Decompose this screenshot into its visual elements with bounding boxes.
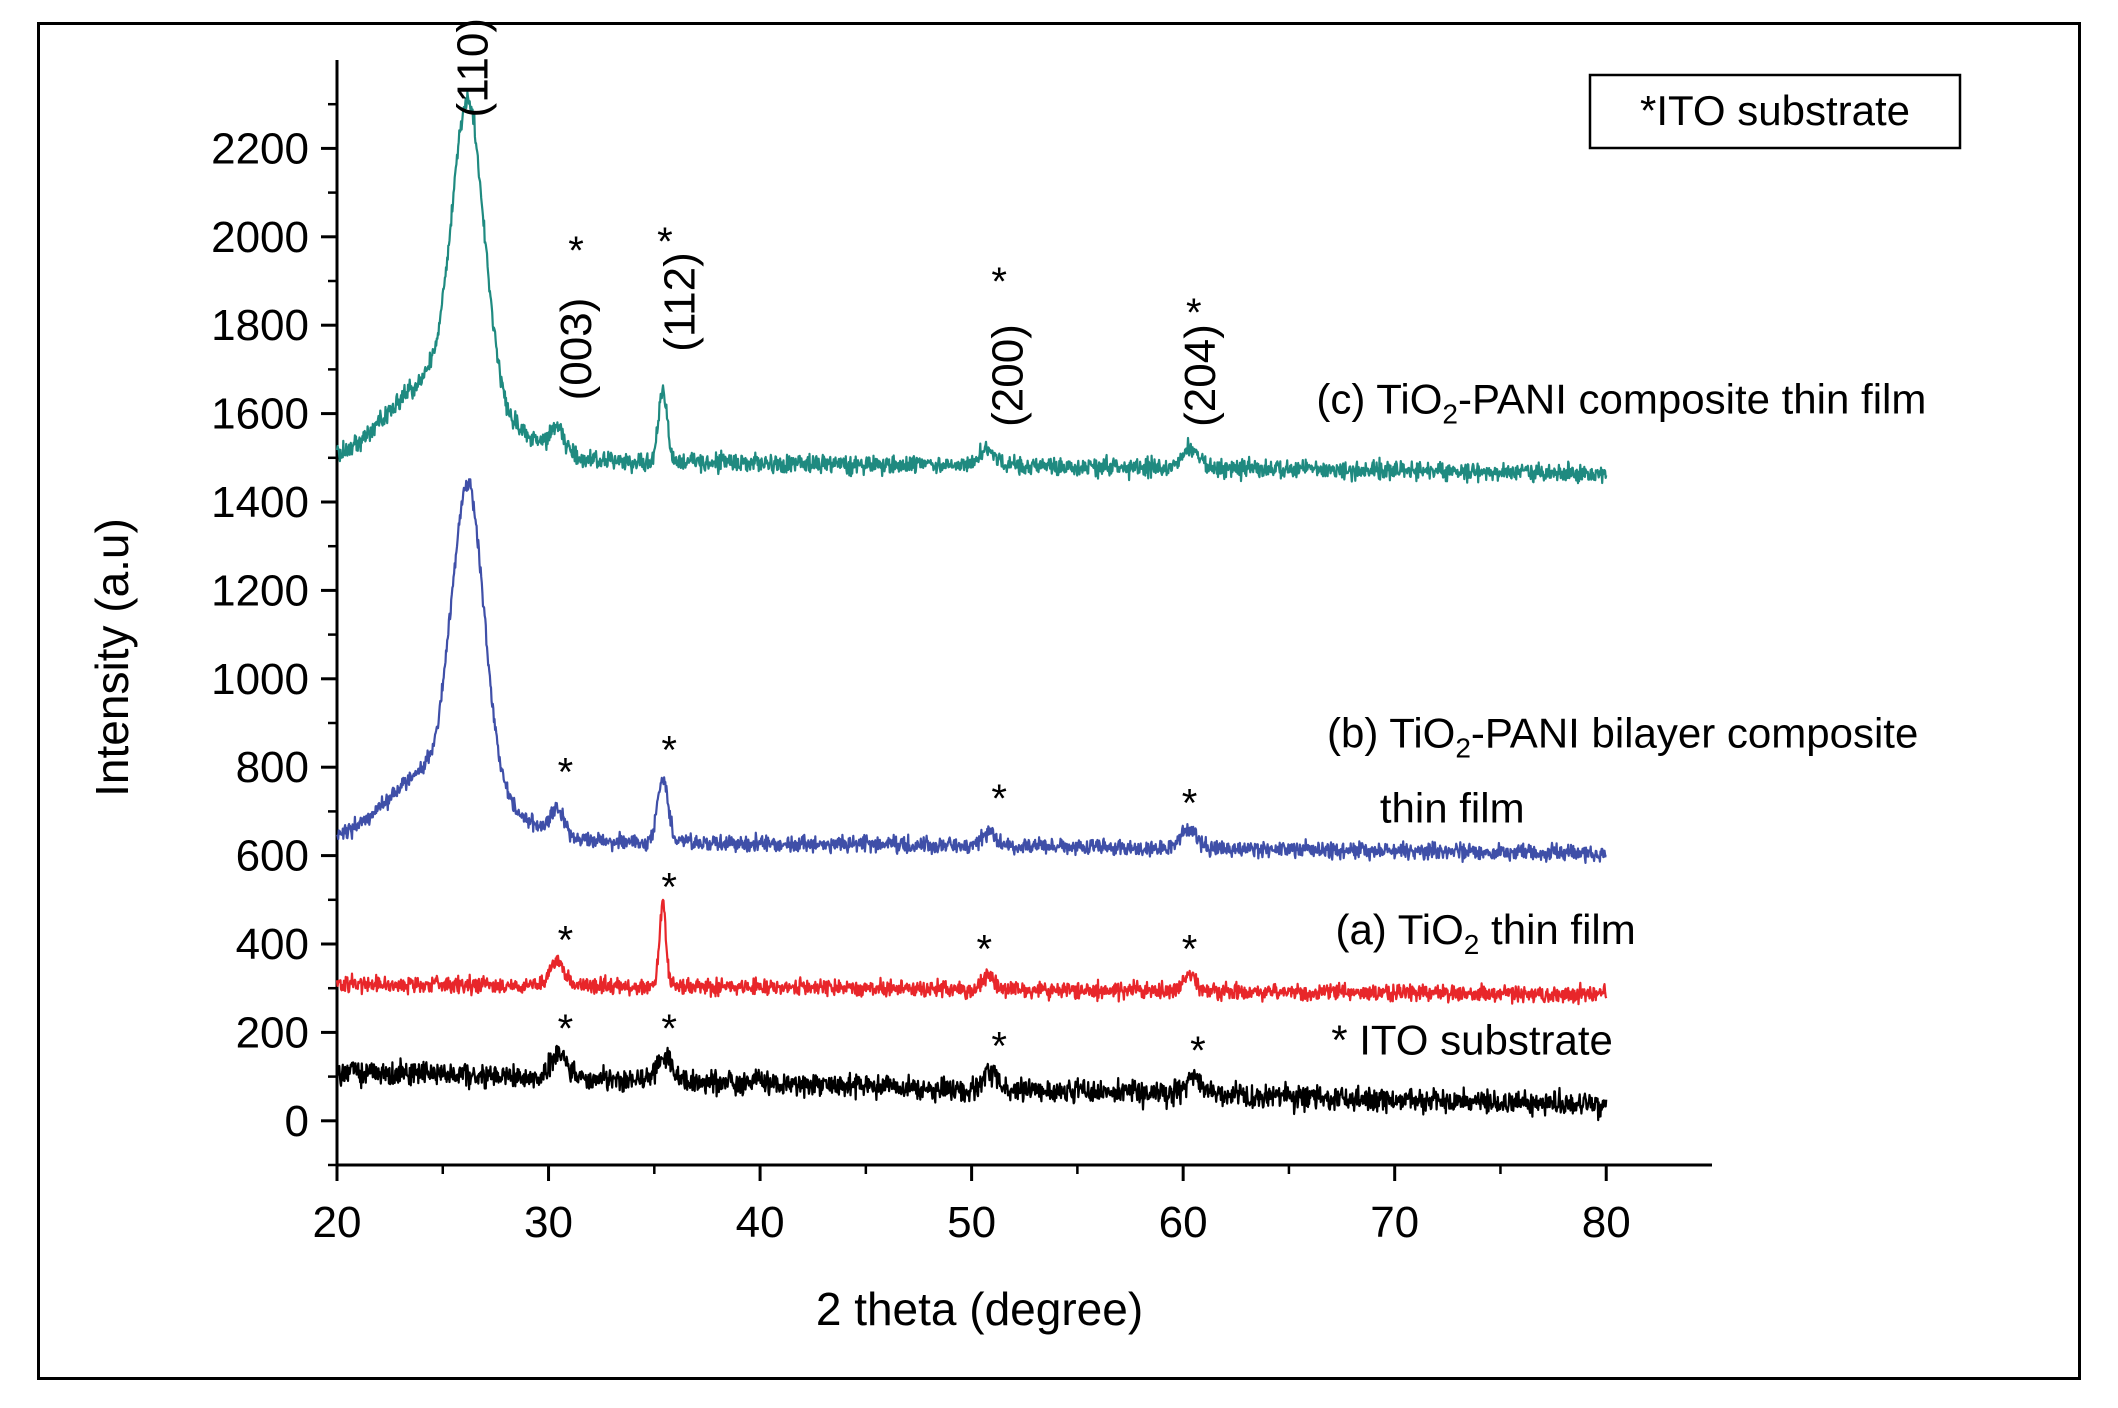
peak-marker: *	[568, 229, 584, 273]
series-label: * ITO substrate	[1331, 1017, 1613, 1064]
y-tick-label: 2200	[211, 124, 309, 173]
peak-marker: *	[991, 777, 1007, 821]
peak-index-label: (110)	[448, 18, 497, 117]
y-tick-label: 600	[236, 832, 309, 881]
legend-frame	[1588, 73, 1962, 150]
peak-marker: *	[558, 919, 574, 963]
x-tick-label: 20	[313, 1198, 362, 1247]
series-line	[335, 1044, 1608, 1122]
y-tick-label: 400	[236, 920, 309, 969]
peak-marker: *	[558, 751, 574, 795]
series-label: thin film	[1380, 784, 1525, 831]
series-line	[335, 898, 1608, 1006]
peak-marker: *	[1190, 1029, 1206, 1073]
peak-marker: *	[657, 220, 673, 264]
peak-marker: *	[1182, 927, 1198, 971]
peak-marker: *	[1182, 782, 1198, 826]
y-axis-label: Intensity (a.u)	[86, 518, 138, 797]
y-tick-label: 200	[236, 1008, 309, 1057]
peak-marker: *	[977, 927, 993, 971]
peak-marker: *	[661, 866, 677, 910]
peak-index-label: (200)	[984, 324, 1033, 427]
peak-index-label: (112)	[656, 252, 705, 351]
series-label: (b) TiO2-PANI bilayer composite	[1327, 709, 1918, 763]
y-tick-label: 1000	[211, 655, 309, 704]
x-tick-label: 50	[947, 1198, 996, 1247]
figure-frame	[37, 22, 2081, 1380]
y-tick-label: 1800	[211, 301, 309, 350]
y-tick-label: 0	[285, 1097, 309, 1146]
series-line	[335, 90, 1608, 485]
series-label: (c) TiO2-PANI composite thin film	[1316, 376, 1926, 430]
peak-marker: *	[991, 1025, 1007, 1069]
series-label: (a) TiO2 thin film	[1335, 906, 1635, 960]
y-tick-label: 1400	[211, 478, 309, 527]
y-tick-label: 1200	[211, 566, 309, 615]
peak-index-label: (204)	[1176, 324, 1225, 427]
series-layer	[335, 90, 1608, 1122]
x-tick-label: 30	[524, 1198, 573, 1247]
peak-index-label: (003)	[552, 298, 601, 401]
peak-marker: *	[991, 260, 1007, 304]
peak-marker: *	[1186, 291, 1202, 335]
y-tick-label: 1600	[211, 390, 309, 439]
x-tick-label: 40	[736, 1198, 785, 1247]
legend-box: *ITO substrate	[1588, 73, 1962, 150]
y-tick-label: 800	[236, 743, 309, 792]
x-tick-label: 80	[1582, 1198, 1631, 1247]
x-tick-label: 70	[1370, 1198, 1419, 1247]
series-line	[336, 478, 1607, 865]
peak-marker: *	[558, 1007, 574, 1051]
peak-marker: *	[661, 1007, 677, 1051]
peak-marker: *	[661, 729, 677, 773]
x-tick-label: 60	[1159, 1198, 1208, 1247]
series-labels: (c) TiO2-PANI composite thin film (b) TiO…	[1316, 376, 1926, 1064]
legend-text: *ITO substrate	[1640, 87, 1910, 134]
x-axis-label: 2 theta (degree)	[816, 1283, 1143, 1335]
annotations: (110)(003) (112)(200) (204)* ****** **** ** * *…	[448, 18, 1225, 1073]
y-tick-label: 2000	[211, 213, 309, 262]
